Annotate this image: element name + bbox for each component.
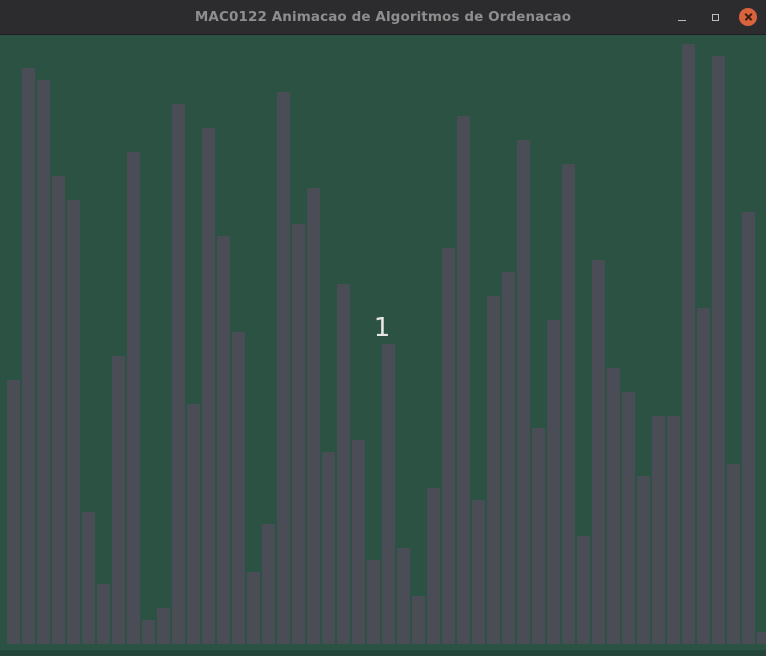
sort-bar	[142, 620, 155, 644]
sort-bar	[397, 548, 410, 644]
sort-bar	[457, 116, 470, 644]
sort-bar	[202, 128, 215, 644]
sort-bar	[577, 536, 590, 644]
sort-bar	[532, 428, 545, 644]
sort-bar	[322, 452, 335, 644]
sort-bar	[427, 488, 440, 644]
sort-bar	[37, 80, 50, 644]
minimize-button[interactable]	[672, 7, 692, 27]
maximize-button[interactable]	[705, 7, 725, 27]
sort-bar	[382, 344, 395, 644]
sort-bar	[682, 44, 695, 644]
sort-bar	[502, 272, 515, 644]
sort-bar	[52, 176, 65, 644]
sort-bar	[262, 524, 275, 644]
sort-bar	[742, 212, 755, 644]
close-icon	[739, 8, 757, 26]
sort-bar	[637, 476, 650, 644]
animation-canvas: 1	[0, 35, 766, 656]
sort-bar	[7, 380, 20, 644]
sort-bar	[757, 632, 766, 644]
sort-bar	[67, 200, 80, 644]
sort-bar	[592, 260, 605, 644]
title-bar[interactable]: MAC0122 Animacao de Algoritmos de Ordena…	[0, 0, 766, 35]
sort-bar	[97, 584, 110, 644]
bar-container	[0, 35, 766, 656]
sort-bar	[727, 464, 740, 644]
sort-bar	[352, 440, 365, 644]
sort-bar	[547, 320, 560, 644]
sort-bar	[652, 416, 665, 644]
sort-bar	[232, 332, 245, 644]
sort-bar	[292, 224, 305, 644]
window-title: MAC0122 Animacao de Algoritmos de Ordena…	[194, 9, 572, 25]
sort-bar	[337, 284, 350, 644]
sort-bar	[172, 104, 185, 644]
sort-bar	[607, 368, 620, 644]
close-button[interactable]	[738, 7, 758, 27]
canvas-bottom-edge	[0, 650, 766, 656]
sort-bar	[667, 416, 680, 644]
sort-bar	[622, 392, 635, 644]
sort-bar	[517, 140, 530, 644]
sort-bar	[712, 56, 725, 644]
maximize-icon	[711, 13, 719, 21]
sort-bar	[697, 308, 710, 644]
sort-bar	[367, 560, 380, 644]
step-counter-label: 1	[373, 313, 391, 343]
sort-bar	[82, 512, 95, 644]
sort-bar	[472, 500, 485, 644]
sort-bar	[562, 164, 575, 644]
sort-bar	[412, 596, 425, 644]
sort-bar	[487, 296, 500, 644]
sort-bar	[112, 356, 125, 644]
sort-bar	[247, 572, 260, 644]
sort-bar	[127, 152, 140, 644]
sort-bar	[22, 68, 35, 644]
sort-bar	[217, 236, 230, 644]
sort-bar	[187, 404, 200, 644]
minimize-icon	[678, 19, 686, 21]
sort-bar	[157, 608, 170, 644]
sort-bar	[442, 248, 455, 644]
sort-bar	[307, 188, 320, 644]
sort-bar	[277, 92, 290, 644]
